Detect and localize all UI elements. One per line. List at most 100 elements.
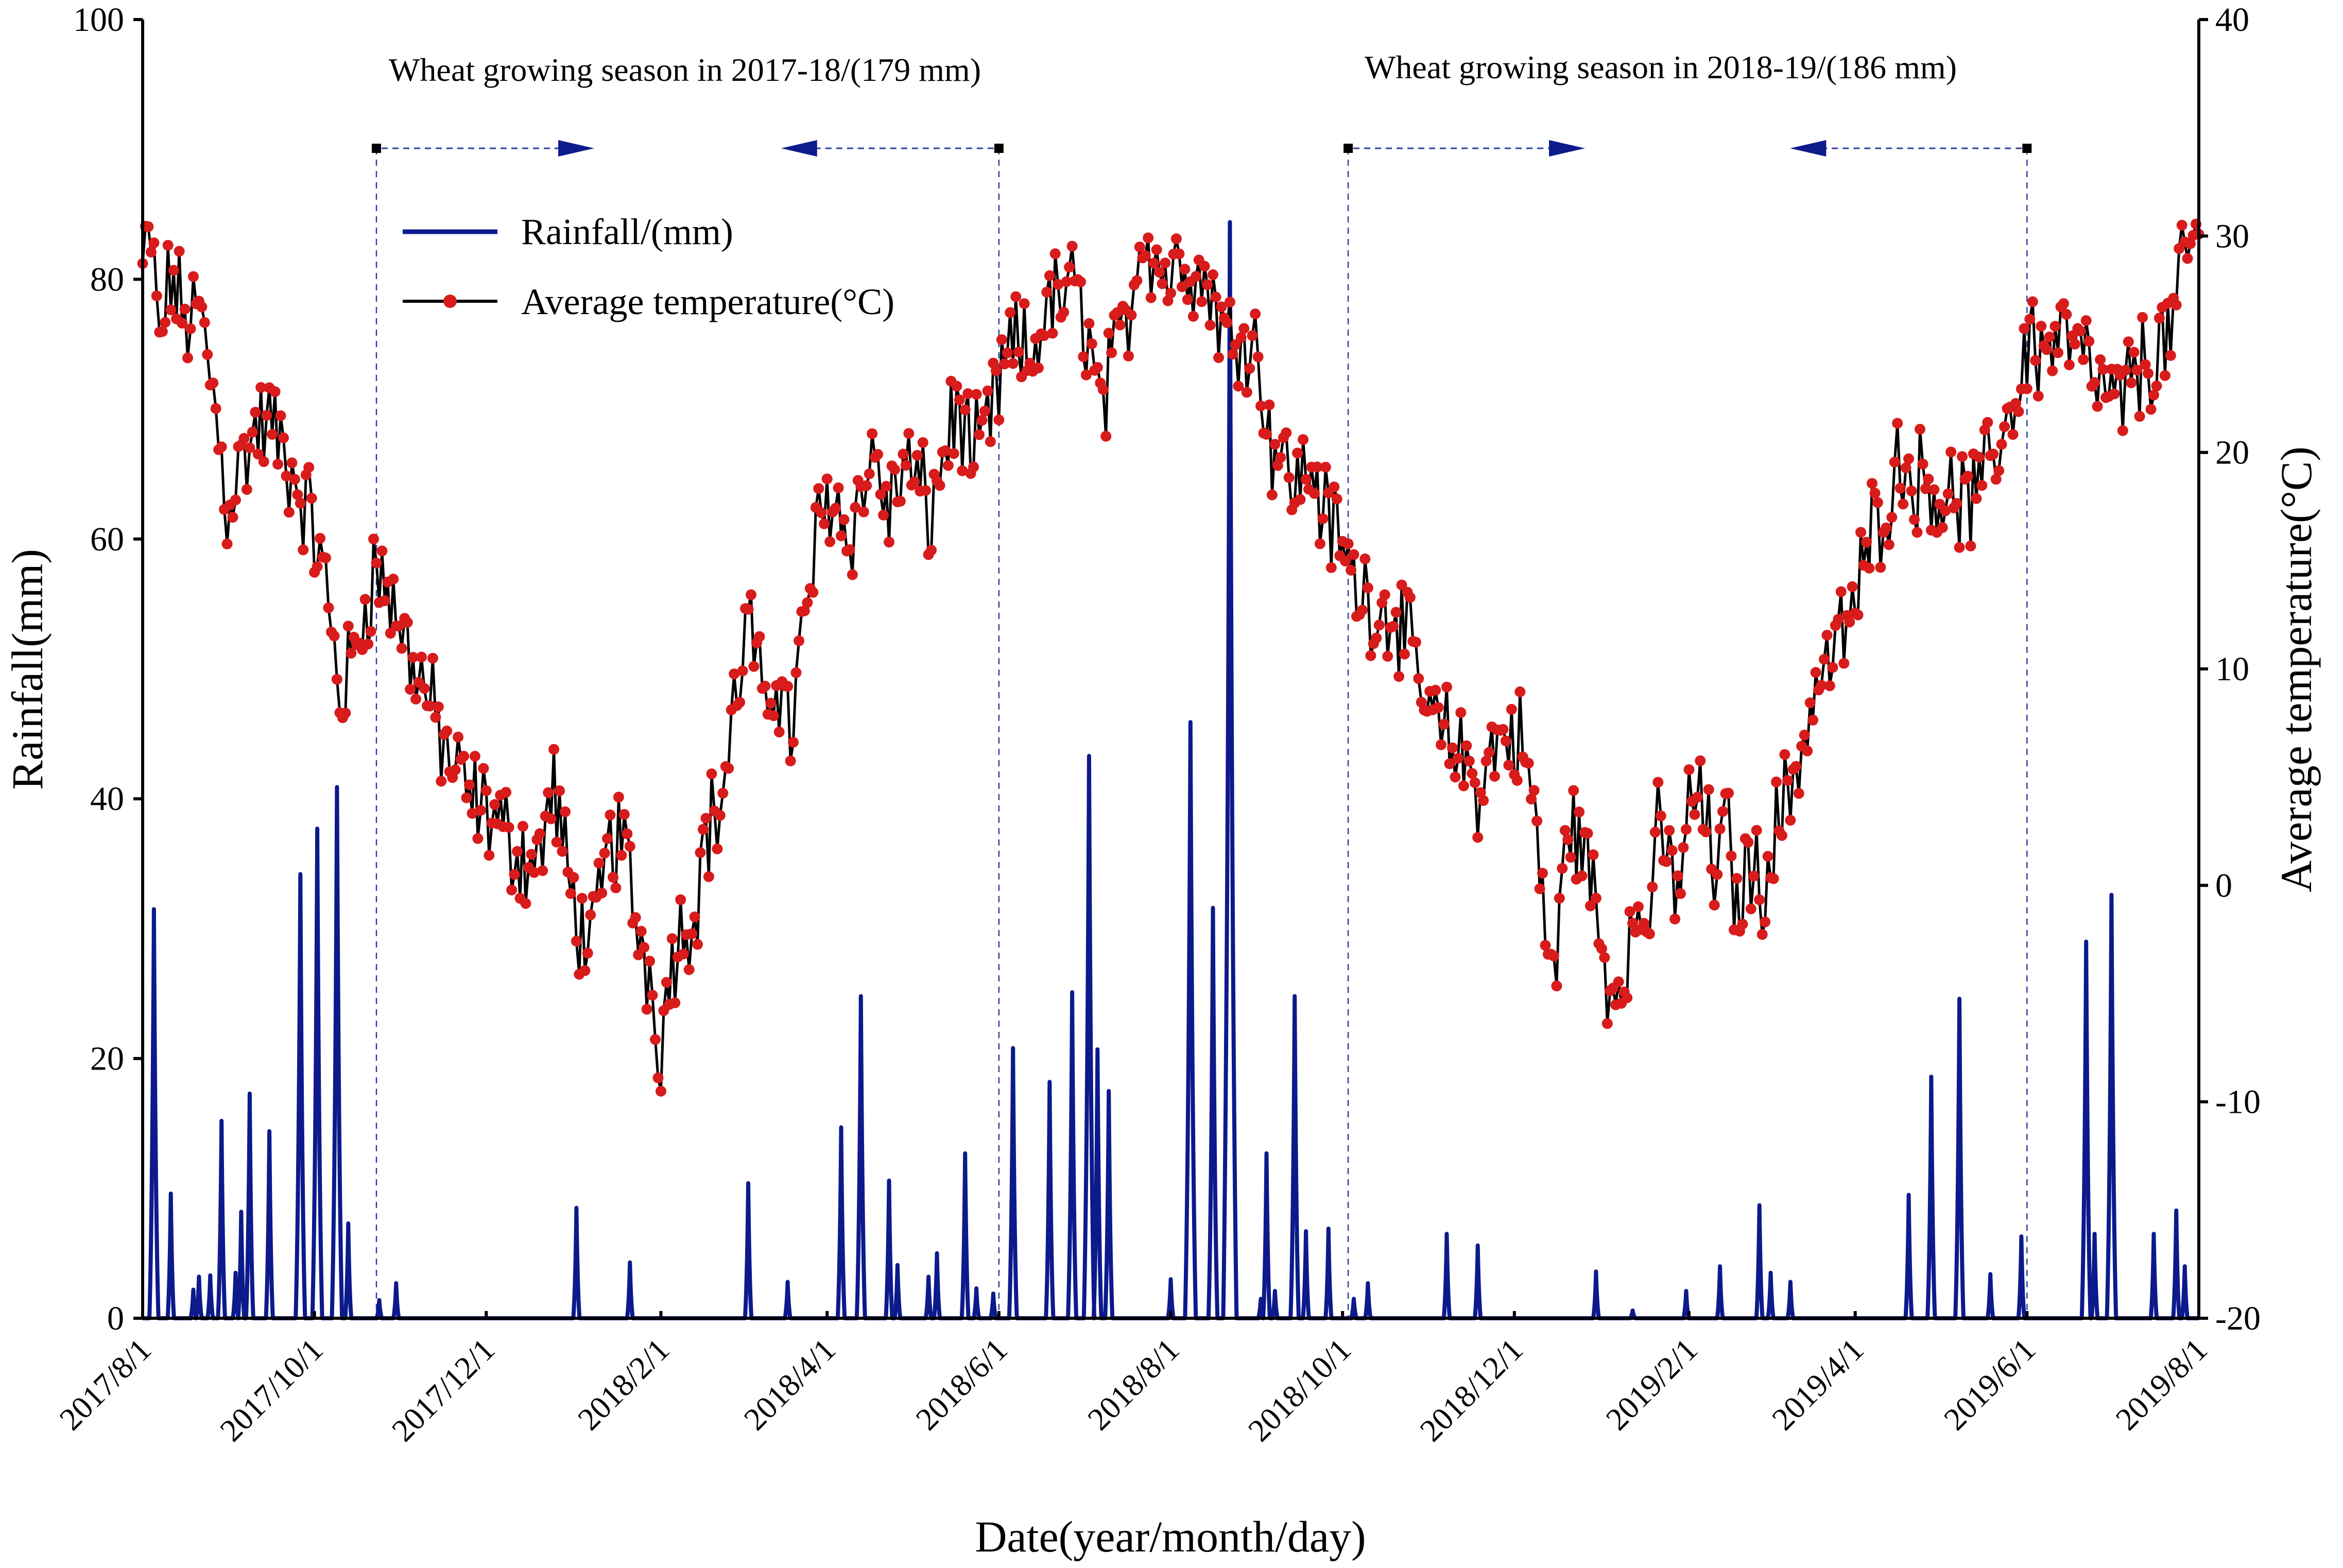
- temperature-point: [289, 474, 300, 485]
- temperature-point: [1005, 307, 1016, 318]
- temperature-point: [2145, 404, 2157, 415]
- temperature-point: [734, 697, 746, 708]
- temperature-point: [267, 429, 278, 440]
- temperature-point: [2137, 312, 2148, 323]
- temperature-point: [948, 448, 959, 459]
- temperature-point: [2058, 298, 2069, 309]
- temperature-point: [647, 990, 658, 1001]
- temperature-point: [1971, 493, 1982, 504]
- temperature-point: [1768, 873, 1779, 884]
- y-left-tick-label: 20: [90, 1040, 124, 1078]
- temperature-point: [1233, 381, 1244, 392]
- temperature-point: [2041, 344, 2053, 355]
- temperature-point: [1777, 830, 1787, 841]
- temperature-point: [1847, 581, 1858, 592]
- temperature-point: [867, 428, 878, 439]
- temperature-point: [616, 850, 627, 861]
- temperature-point: [1622, 992, 1633, 1004]
- temperature-point: [1624, 906, 1635, 917]
- temperature-point: [1154, 267, 1165, 278]
- temperature-point: [1867, 478, 1877, 489]
- temperature-point: [2010, 398, 2021, 409]
- temperature-point: [1092, 362, 1103, 373]
- temperature-point: [1982, 417, 1993, 428]
- x-tick-label: 2017/10/1: [214, 1332, 330, 1449]
- temperature-point: [1557, 863, 1568, 874]
- temperature-point: [1298, 434, 1309, 445]
- temperature-point: [974, 429, 985, 440]
- temperature-point: [1957, 451, 1968, 462]
- season-end-marker: [994, 144, 1004, 153]
- temperature-point: [1900, 462, 1911, 473]
- temperature-point: [639, 942, 650, 953]
- temperature-point: [1683, 764, 1695, 776]
- temperature-point: [1227, 349, 1238, 360]
- temperature-point: [1909, 514, 1920, 525]
- temperature-point: [1469, 777, 1480, 788]
- temperature-point: [1551, 980, 1562, 992]
- temperature-point: [1238, 323, 1250, 334]
- temperature-point: [1373, 619, 1385, 631]
- legend-temperature-label: Average temperature(°C): [521, 281, 894, 322]
- temperature-point: [376, 545, 388, 557]
- temperature-point: [560, 806, 571, 817]
- temperature-point: [689, 911, 700, 922]
- y-left-tick-label: 0: [107, 1300, 124, 1337]
- temperature-point: [1973, 452, 1985, 463]
- temperature-point: [1894, 483, 1906, 494]
- temperature-point: [644, 956, 656, 967]
- temperature-point: [1689, 809, 1700, 820]
- temperature-point: [2069, 338, 2080, 350]
- temperature-point: [1807, 714, 1819, 726]
- temperature-point: [816, 507, 827, 519]
- temperature-point: [2131, 365, 2143, 376]
- temperature-point: [1497, 724, 1509, 735]
- temperature-point: [1942, 488, 1954, 499]
- temperature-point: [2151, 381, 2162, 391]
- temperature-point: [968, 461, 979, 473]
- temperature-point: [1511, 775, 1523, 786]
- temperature-point: [565, 888, 576, 899]
- temperature-point: [773, 727, 785, 737]
- temperature-point: [850, 502, 861, 513]
- temperature-point: [847, 569, 858, 580]
- temperature-point: [875, 489, 886, 500]
- x-axis-ticks: 2017/8/1 2017/10/1 2017/12/1 2018/2/1 2018/4…: [53, 1311, 2214, 1449]
- temperature-point: [602, 833, 613, 844]
- temperature-point: [1954, 542, 1965, 553]
- temperature-point: [1920, 483, 1931, 494]
- temperature-point: [568, 872, 579, 883]
- temperature-point: [878, 509, 889, 521]
- temperature-point: [864, 468, 875, 479]
- temperature-point: [1855, 527, 1867, 538]
- temperature-point: [182, 352, 193, 364]
- temperature-point: [1314, 538, 1325, 549]
- temperature-point: [537, 865, 548, 876]
- temperature-point: [1064, 262, 1075, 273]
- temperature-point: [1191, 271, 1202, 282]
- temperature-point: [1709, 900, 1720, 911]
- temperature-point: [1244, 363, 1255, 374]
- temperature-point: [1993, 465, 2005, 476]
- temperature-point: [1221, 317, 1233, 329]
- temperature-point: [1019, 298, 1030, 309]
- temperature-point: [416, 651, 427, 663]
- temperature-point: [258, 456, 269, 467]
- temperature-point: [2134, 411, 2145, 422]
- temperature-point: [1075, 276, 1086, 287]
- temperature-point: [1821, 630, 1833, 641]
- temperature-point: [557, 846, 568, 857]
- temperature-point: [2120, 365, 2131, 376]
- temperature-point: [340, 708, 351, 719]
- temperature-point: [238, 433, 250, 444]
- temperature-point: [1388, 621, 1399, 632]
- temperature-point: [2128, 347, 2140, 358]
- x-tick-label: 2018/10/1: [1242, 1332, 1358, 1449]
- legend-rainfall-label: Rainfall/(mm): [521, 211, 733, 252]
- temperature-point: [1500, 735, 1511, 747]
- temperature-point: [1078, 351, 1089, 363]
- temperature-point: [807, 587, 819, 598]
- temperature-point: [255, 382, 267, 393]
- temperature-point: [1692, 791, 1703, 803]
- temperature-point: [813, 483, 824, 494]
